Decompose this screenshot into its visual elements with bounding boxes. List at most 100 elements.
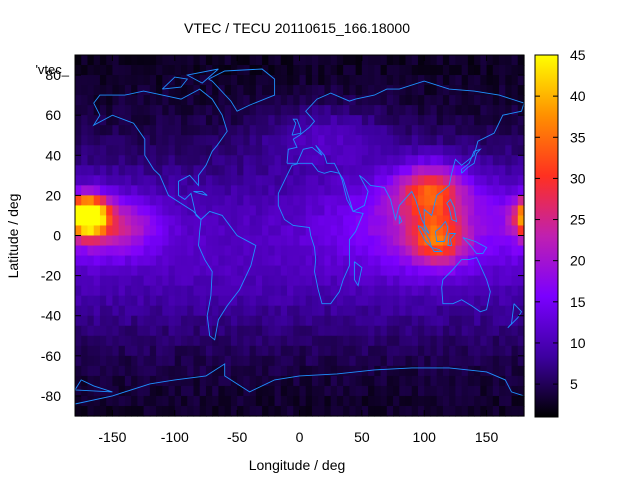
heatmap-cell <box>474 305 481 317</box>
heatmap-cell <box>187 85 195 96</box>
heatmap-cell <box>156 145 163 156</box>
heatmap-cell <box>112 165 120 176</box>
heatmap-cell <box>249 355 257 367</box>
heatmap-cell <box>511 205 519 217</box>
heatmap-cell <box>430 295 438 307</box>
heatmap-cell <box>355 385 363 397</box>
heatmap-cell <box>243 65 251 76</box>
heatmap-cell <box>499 165 506 176</box>
heatmap-cell <box>149 355 157 367</box>
heatmap-cell <box>386 395 394 407</box>
heatmap-cell <box>218 245 226 257</box>
heatmap-cell <box>106 175 114 186</box>
heatmap-cell <box>405 235 413 247</box>
heatmap-cell <box>311 275 319 287</box>
heatmap-cell <box>112 65 120 76</box>
heatmap-cell <box>480 255 488 267</box>
heatmap-cell <box>168 175 176 186</box>
heatmap-cell <box>455 345 463 357</box>
heatmap-cell <box>380 65 388 76</box>
heatmap-cell <box>287 145 294 156</box>
coastline <box>286 80 525 234</box>
heatmap-cell <box>93 265 101 277</box>
heatmap-cell <box>517 135 525 146</box>
heatmap-cell <box>355 235 363 247</box>
heatmap-cell <box>505 325 513 337</box>
heatmap-cell <box>343 175 350 186</box>
x-ticks: -150 -100 -50 0 50 100 150 <box>98 55 498 445</box>
heatmap-cell <box>349 285 357 297</box>
heatmap-cell <box>255 345 263 357</box>
heatmap-cell <box>187 125 195 136</box>
heatmap-cell <box>93 225 101 237</box>
heatmap-cell <box>131 375 138 387</box>
heatmap-cell <box>249 55 257 66</box>
heatmap-cell <box>162 125 170 136</box>
heatmap-cell <box>99 185 107 196</box>
heatmap-cell <box>243 335 251 347</box>
heatmap-cell <box>311 85 319 96</box>
heatmap-cell <box>480 175 488 186</box>
heatmap-cell <box>499 85 506 96</box>
heatmap-cell <box>336 85 344 96</box>
heatmap-cell <box>324 325 332 337</box>
heatmap-cell <box>411 105 419 116</box>
heatmap-cell <box>112 75 120 86</box>
heatmap-cell <box>237 345 244 357</box>
heatmap-cell <box>430 95 438 106</box>
heatmap-cell <box>386 325 394 337</box>
heatmap-cell <box>124 345 132 357</box>
heatmap-cell <box>87 195 95 207</box>
heatmap-cell <box>380 325 388 337</box>
heatmap-cell <box>361 245 369 257</box>
heatmap-cell <box>461 125 469 136</box>
heatmap-cell <box>361 345 369 357</box>
heatmap-cell <box>411 365 419 377</box>
heatmap-cell <box>255 405 263 417</box>
heatmap-cell <box>237 325 244 337</box>
heatmap-cell <box>436 195 444 207</box>
heatmap-cell <box>430 55 438 66</box>
heatmap-cell <box>505 275 513 287</box>
heatmap-cell <box>218 175 226 186</box>
heatmap-cell <box>262 305 269 317</box>
heatmap-cell <box>168 125 176 136</box>
heatmap-cell <box>505 375 513 387</box>
heatmap-cell <box>368 335 375 347</box>
heatmap-cell <box>361 265 369 277</box>
heatmap-cell <box>467 315 475 327</box>
heatmap-cell <box>505 395 513 407</box>
heatmap-cell <box>386 135 394 146</box>
heatmap-cell <box>212 235 220 247</box>
heatmap-cell <box>87 345 95 357</box>
heatmap-cell <box>262 115 269 126</box>
heatmap-cell <box>349 275 357 287</box>
heatmap-cell <box>230 105 238 116</box>
heatmap-cell <box>224 105 232 116</box>
heatmap-cell <box>417 115 425 126</box>
heatmap-cell <box>368 325 375 337</box>
heatmap-cell <box>262 245 269 257</box>
heatmap-cell <box>249 115 257 126</box>
heatmap-cell <box>386 175 394 186</box>
heatmap-cell <box>268 55 276 66</box>
heatmap-cell <box>511 185 519 196</box>
heatmap-cell <box>368 405 375 417</box>
heatmap-cell <box>517 65 525 76</box>
heatmap-cell <box>430 405 438 417</box>
heatmap-cell <box>517 145 525 156</box>
heatmap-cell <box>205 395 213 407</box>
heatmap-cell <box>106 235 114 247</box>
heatmap-cell <box>230 365 238 377</box>
heatmap-cell <box>311 265 319 277</box>
heatmap-cell <box>124 235 132 247</box>
heatmap-cell <box>106 245 114 257</box>
heatmap-cell <box>168 385 176 397</box>
heatmap-cell <box>299 305 307 317</box>
heatmap-cell <box>137 85 145 96</box>
heatmap-cell <box>343 125 350 136</box>
heatmap-cell <box>112 385 120 397</box>
heatmap-cell <box>299 65 307 76</box>
colorbar-tick-label: 40 <box>570 88 586 104</box>
heatmap-cell <box>449 285 457 297</box>
